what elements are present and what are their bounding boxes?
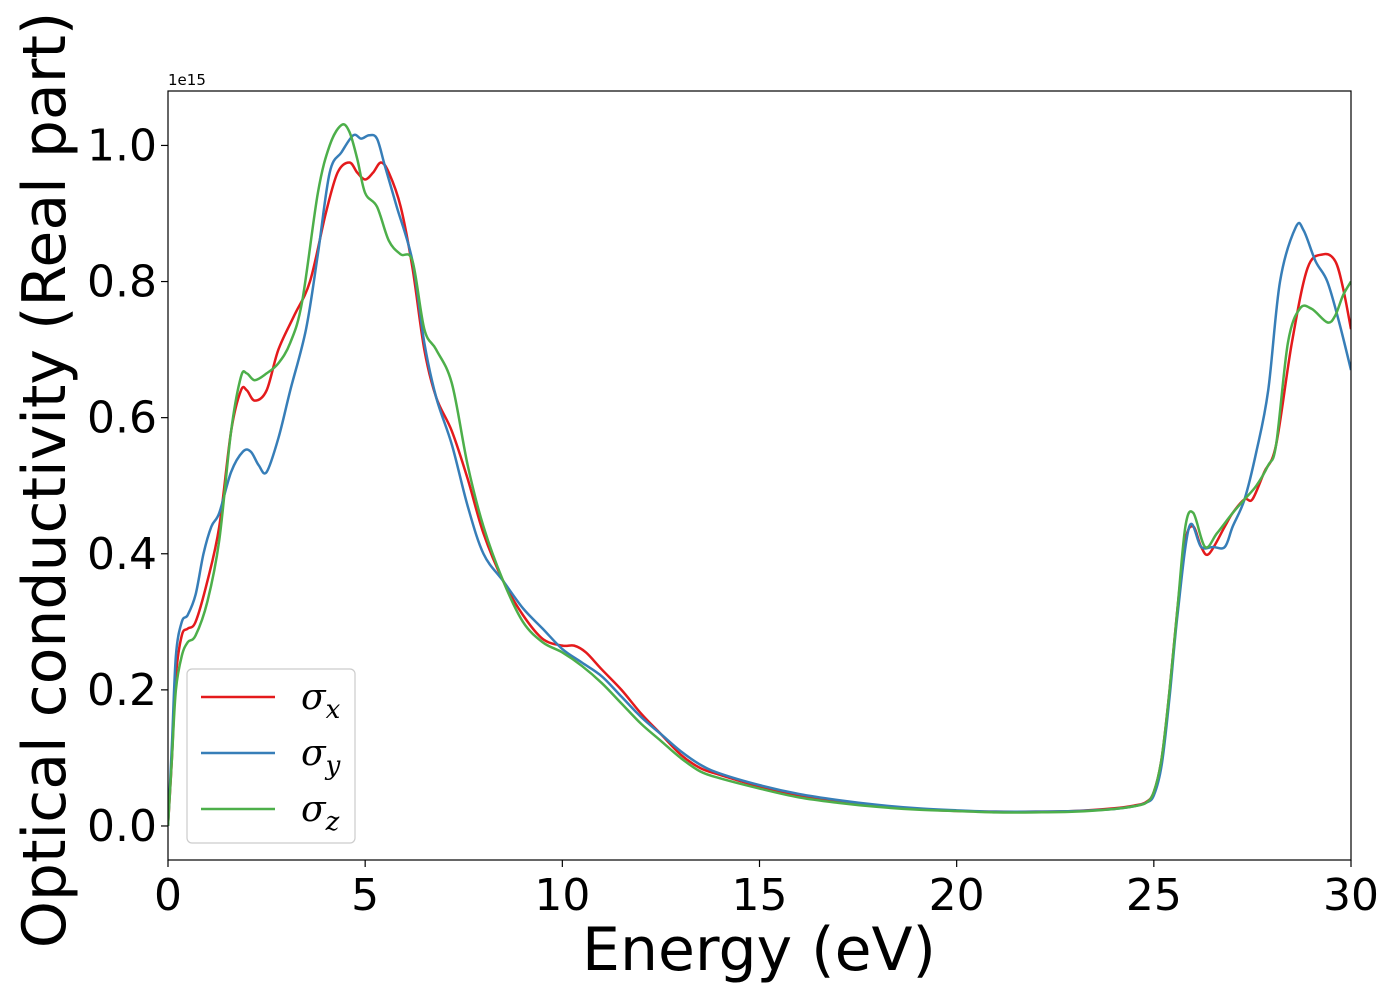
legend-label-z: σz <box>301 789 340 837</box>
y-axis-ticks: 0.0 0.2 0.4 0.6 0.8 1.0 <box>87 120 168 852</box>
y-tick-label: 0.0 <box>87 801 157 852</box>
y-tick-label: 0.8 <box>87 257 157 308</box>
legend-box <box>186 668 356 844</box>
x-tick-label: 0 <box>154 870 182 921</box>
y-axis-label: Optical conductivity (Real part) <box>10 12 80 949</box>
x-axis-label: Energy (eV) <box>582 915 936 985</box>
x-axis-ticks: 0 5 10 15 20 25 30 <box>154 860 1379 921</box>
series-layer <box>168 123 1351 827</box>
plot-background <box>168 91 1351 860</box>
y-tick-label: 0.6 <box>87 393 157 444</box>
legend: σx σy σz <box>186 668 356 844</box>
series-line-x <box>168 161 1351 827</box>
y-tick-label: 0.4 <box>87 529 157 580</box>
y-offset-text: 1e15 <box>168 71 206 89</box>
legend-label-x: σx <box>301 677 341 725</box>
y-tick-label: 0.2 <box>87 665 157 716</box>
x-tick-label: 25 <box>1126 870 1182 921</box>
series-line-z <box>168 123 1351 827</box>
x-tick-label: 5 <box>351 870 379 921</box>
x-tick-label: 30 <box>1323 870 1379 921</box>
legend-label-y: σy <box>301 733 341 781</box>
series-line-y <box>168 133 1351 827</box>
y-tick-label: 1.0 <box>87 120 157 171</box>
x-tick-label: 10 <box>534 870 590 921</box>
x-tick-label: 15 <box>732 870 788 921</box>
x-tick-label: 20 <box>929 870 985 921</box>
